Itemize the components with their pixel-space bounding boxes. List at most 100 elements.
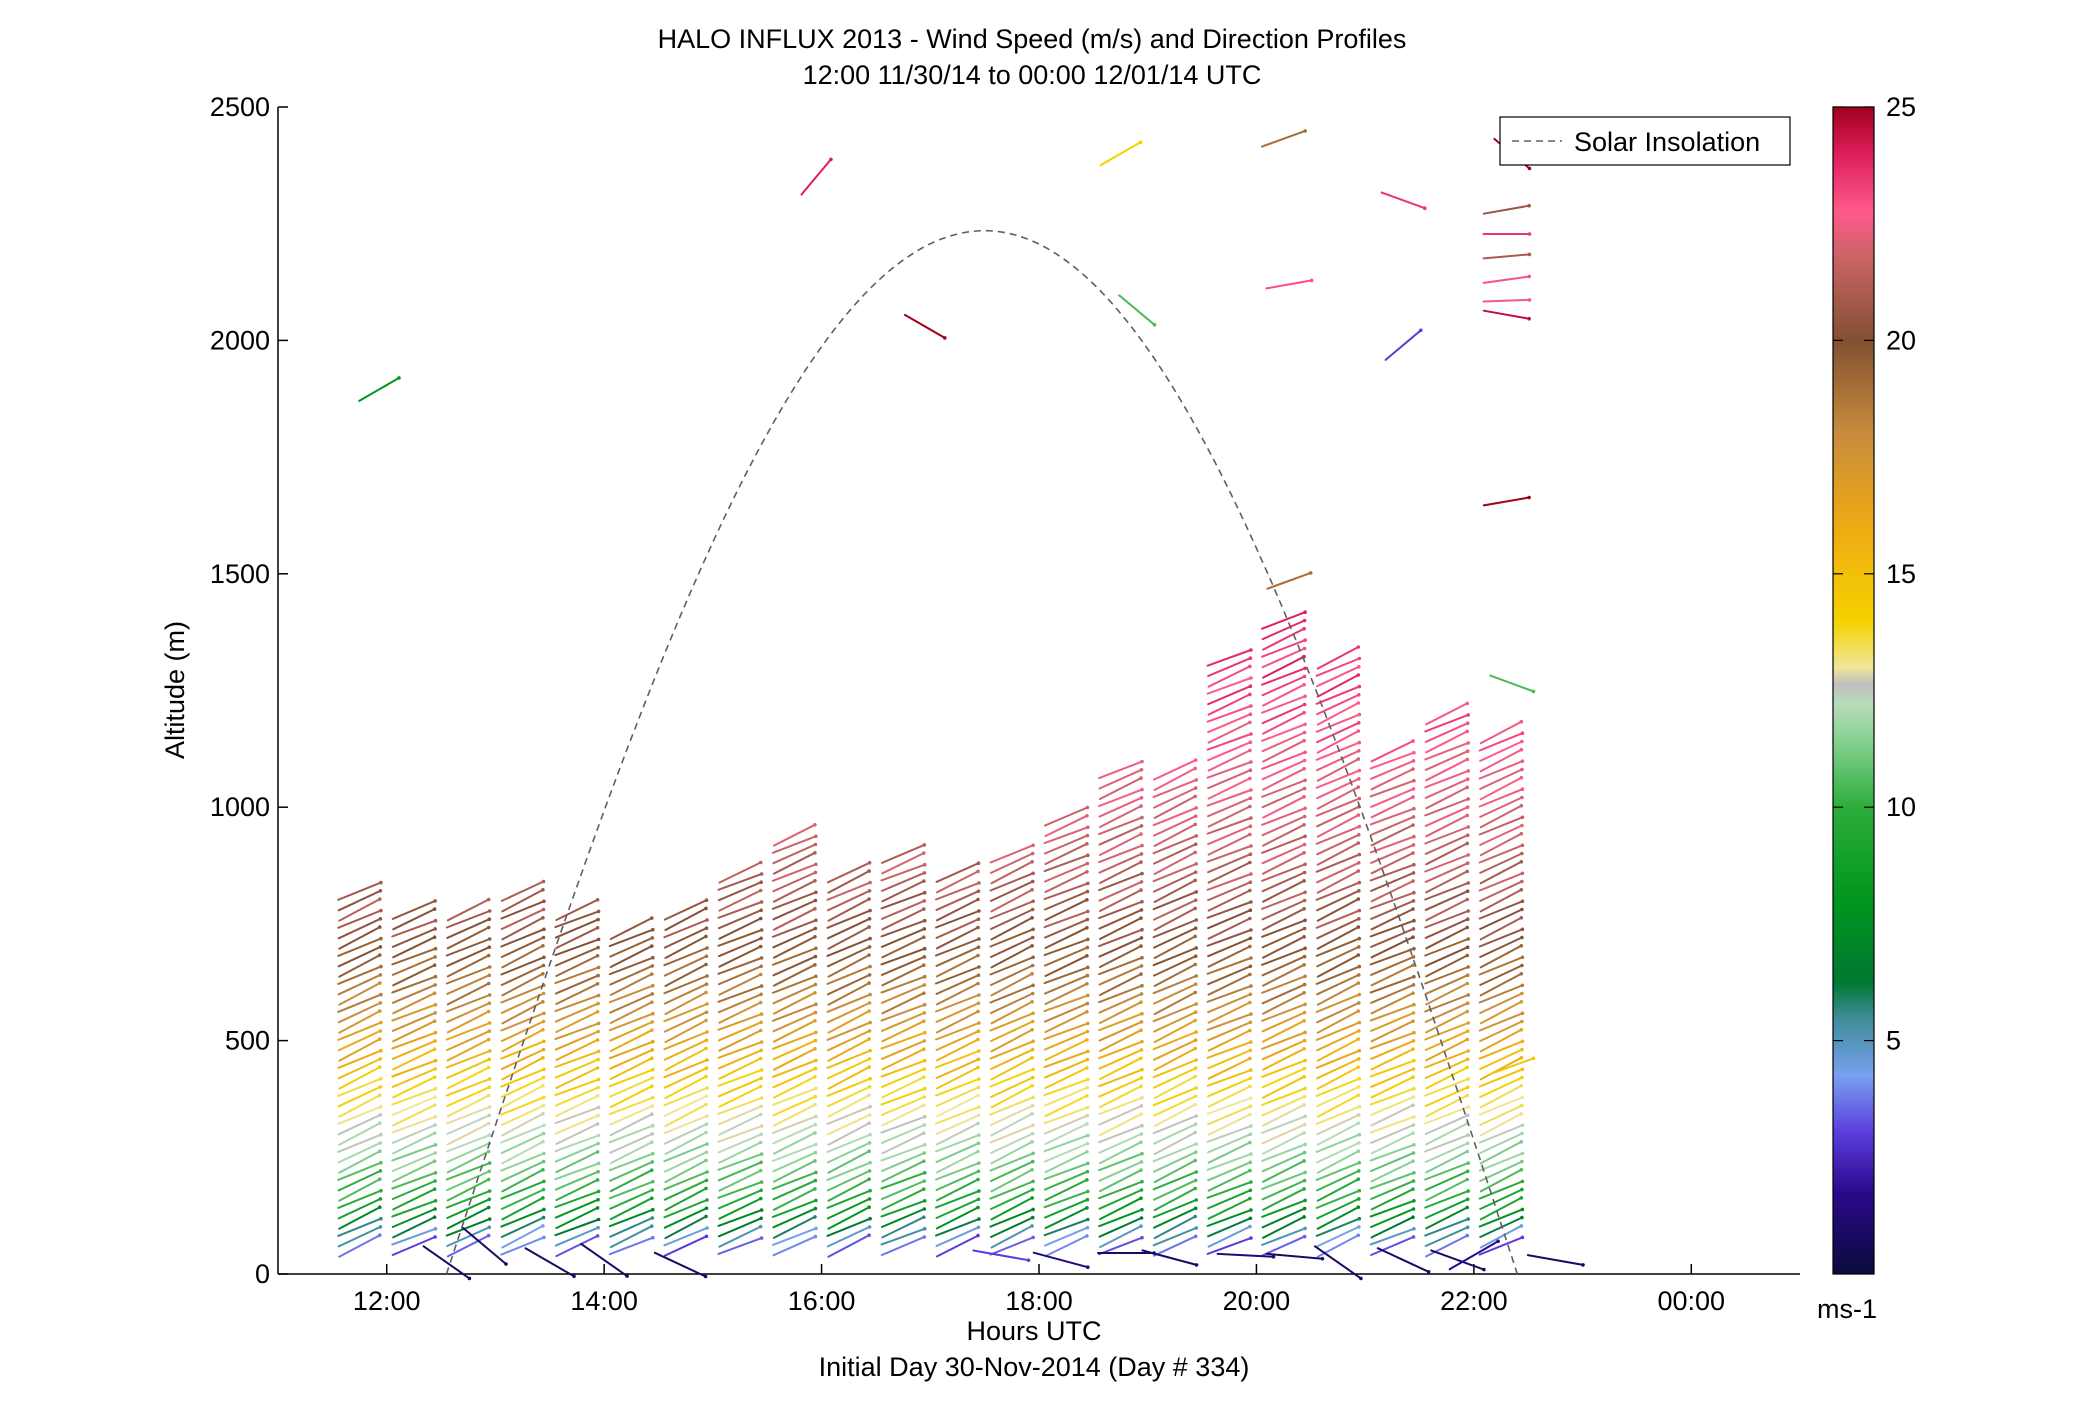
wind-barb <box>989 1040 1035 1060</box>
wind-barb-tip <box>1140 843 1144 848</box>
wind-barb <box>1261 1067 1306 1089</box>
wind-barb <box>554 1142 600 1163</box>
wind-barb <box>935 1226 980 1247</box>
wind-barb-tip <box>378 1197 383 1201</box>
wind-barb-tip <box>976 869 980 874</box>
wind-barb-tip <box>867 1009 871 1013</box>
wind-barb <box>772 1159 816 1183</box>
wind-barb-tip <box>487 1085 492 1090</box>
wind-barb <box>717 937 763 958</box>
wind-barb-tip <box>1139 992 1144 996</box>
wind-barb <box>1261 947 1307 966</box>
wind-barb <box>664 1159 707 1184</box>
wind-barb-tip <box>651 1207 655 1212</box>
wind-barb <box>1044 806 1089 827</box>
wind-barb-tip <box>976 1065 980 1070</box>
wind-barb <box>1261 975 1307 994</box>
wind-barb-tip <box>487 917 492 921</box>
wind-barb-tip <box>1520 1075 1524 1080</box>
wind-barb-tip <box>813 823 817 827</box>
wind-barb-tip <box>650 1224 654 1228</box>
wind-barb-tip <box>1139 880 1144 884</box>
wind-barb-tip <box>1357 908 1362 913</box>
wind-barb-tip <box>705 1142 709 1146</box>
wind-barb <box>1206 817 1252 835</box>
wind-barb-tip <box>378 973 383 977</box>
wind-barb <box>1098 1040 1143 1060</box>
wind-barb <box>936 982 979 1006</box>
wind-barb <box>1478 956 1524 976</box>
wind-barb-tip <box>1357 712 1362 717</box>
y-tick-label: 0 <box>255 1259 270 1289</box>
wind-barb <box>990 1196 1034 1221</box>
wind-barb-tip <box>1030 935 1035 940</box>
wind-barb-tip <box>868 1020 872 1025</box>
wind-barb <box>936 926 979 950</box>
wind-barb <box>990 1000 1034 1025</box>
wind-barb <box>880 1068 926 1088</box>
wind-barb <box>1098 1208 1143 1228</box>
wind-barb-tip <box>541 1103 546 1108</box>
wind-barb <box>935 1134 980 1153</box>
wind-barb-tip <box>1302 851 1306 855</box>
wind-barb <box>1261 1151 1306 1173</box>
wind-barb <box>391 1031 437 1050</box>
wind-barb <box>337 1077 382 1097</box>
wind-barb-tip <box>758 1196 763 1201</box>
wind-barb-tip <box>976 953 980 958</box>
wind-barb <box>608 1096 654 1116</box>
wind-barb <box>1369 1143 1415 1162</box>
wind-barb <box>663 1067 708 1089</box>
wind-barb <box>935 1142 980 1163</box>
wind-barb-tip <box>943 336 947 340</box>
wind-barb <box>1152 806 1198 827</box>
wind-barb-tip <box>1139 1188 1144 1192</box>
wind-barb-tip <box>759 1020 763 1025</box>
wind-barb-tip <box>813 879 817 883</box>
wind-barb-tip <box>1193 1046 1197 1051</box>
wind-barb-tip <box>1520 1011 1525 1016</box>
wind-barb <box>1424 1198 1469 1219</box>
wind-barb <box>1316 1001 1360 1024</box>
wind-barb <box>663 1179 708 1201</box>
wind-barb-tip <box>1356 841 1361 845</box>
wind-barb-tip <box>1357 945 1361 949</box>
wind-barb-tip <box>1249 1096 1253 1100</box>
wind-barb <box>935 1106 980 1125</box>
wind-barb <box>555 1206 599 1230</box>
wind-barb-tip <box>704 1206 709 1211</box>
wind-barb-tip <box>378 1029 383 1033</box>
wind-barb-tip <box>977 1217 981 1221</box>
wind-barb-tip <box>1031 1123 1035 1128</box>
wind-barb-tip <box>705 1058 709 1062</box>
wind-barb <box>1098 956 1143 976</box>
wind-barb <box>1043 966 1089 985</box>
wind-barb <box>1262 963 1306 987</box>
wind-barb <box>826 1217 872 1237</box>
wind-barb-tip <box>1030 991 1035 996</box>
wind-barb-tip <box>1194 974 1198 978</box>
wind-barb <box>880 1236 926 1256</box>
wind-barb-tip <box>1085 1150 1089 1154</box>
wind-barb-tip <box>1249 956 1253 960</box>
wind-barb <box>391 1236 437 1256</box>
wind-barb-tip <box>814 1114 818 1119</box>
wind-barb <box>717 1161 763 1182</box>
wind-barb-tip <box>1357 693 1361 697</box>
wind-barb-tip <box>596 1029 600 1034</box>
wind-barb <box>935 1050 980 1069</box>
wind-barb <box>935 862 980 883</box>
wind-barb-tip <box>1086 993 1090 998</box>
wind-barb <box>1478 1096 1524 1116</box>
wind-barb-tip <box>1520 1131 1524 1136</box>
wind-barb <box>1266 571 1312 590</box>
wind-barb <box>989 1180 1035 1200</box>
wind-barb <box>1479 804 1523 829</box>
wind-barb <box>1478 1208 1524 1228</box>
wind-barb-tip <box>1139 1216 1144 1220</box>
wind-barb <box>500 1180 545 1200</box>
wind-barb <box>990 1224 1034 1249</box>
wind-barb-tip <box>868 992 872 997</box>
wind-barb-tip <box>1140 1095 1144 1100</box>
wind-barb-tip <box>1465 917 1470 921</box>
